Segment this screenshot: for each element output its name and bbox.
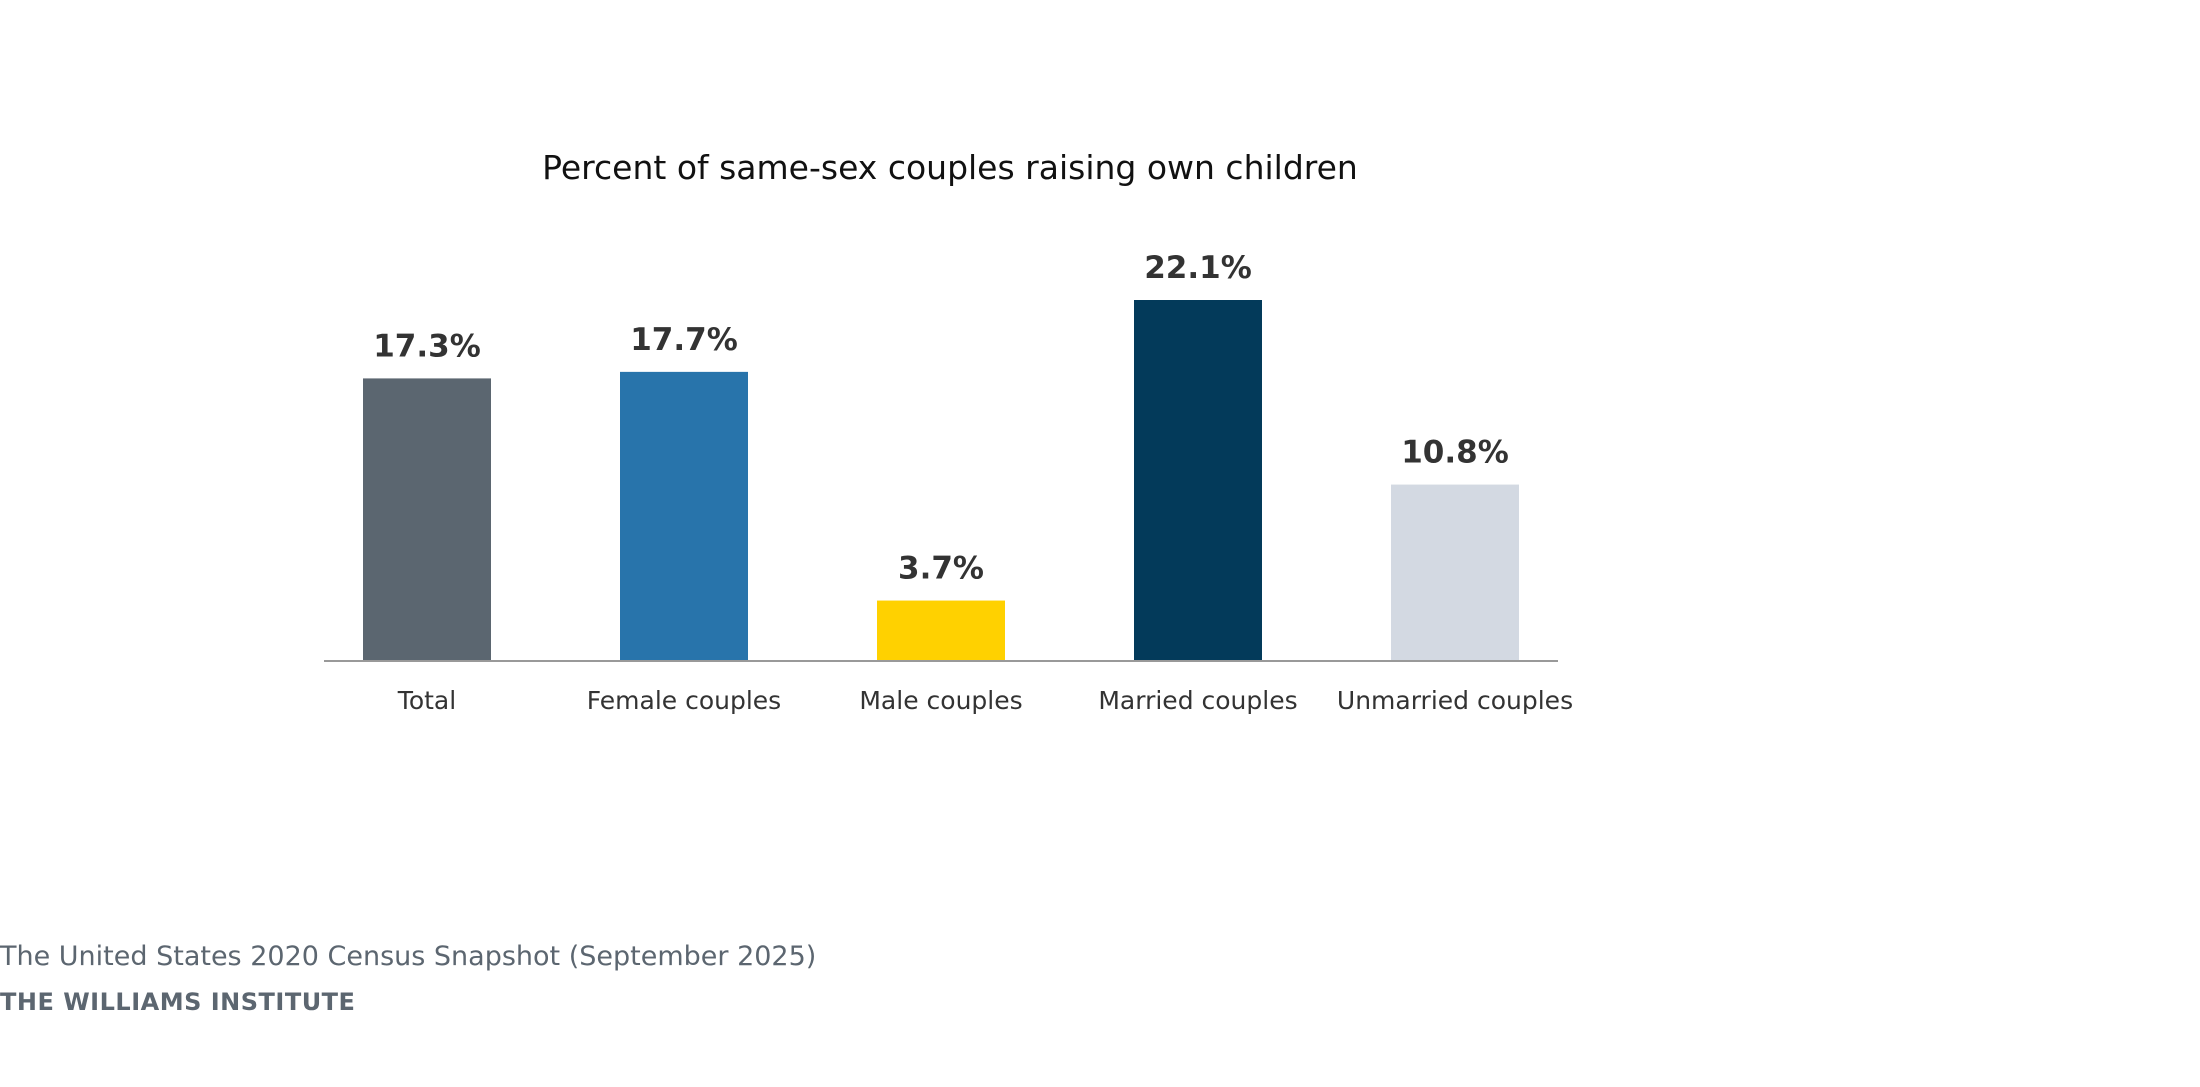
category-label-unmarried-couples: Unmarried couples [1337,686,1573,715]
bar-male-couples [877,600,1005,661]
value-label-male-couples: 3.7% [898,551,984,587]
bars-group [363,300,1519,661]
bar-unmarried-couples [1391,484,1519,661]
value-label-total: 17.3% [373,328,481,364]
value-labels-group: 17.3% 17.7% 3.7% 22.1% 10.8% [373,250,1509,587]
category-label-male-couples: Male couples [859,686,1022,715]
category-label-married-couples: Married couples [1098,686,1297,715]
bar-female-couples [620,371,748,661]
footer-organization: THE WILLIAMS INSTITUTE [0,988,356,1016]
category-label-total: Total [397,686,456,715]
bar-married-couples [1134,300,1262,661]
value-label-female-couples: 17.7% [630,322,738,358]
category-label-female-couples: Female couples [587,686,781,715]
chart-title: Percent of same-sex couples raising own … [542,148,1358,187]
footer-source-text: The United States 2020 Census Snapshot (… [0,941,817,972]
value-label-married-couples: 22.1% [1144,250,1252,286]
category-labels-group: Total Female couples Male couples Married c… [397,686,1573,715]
bar-total [363,378,491,661]
value-label-unmarried-couples: 10.8% [1401,435,1509,471]
